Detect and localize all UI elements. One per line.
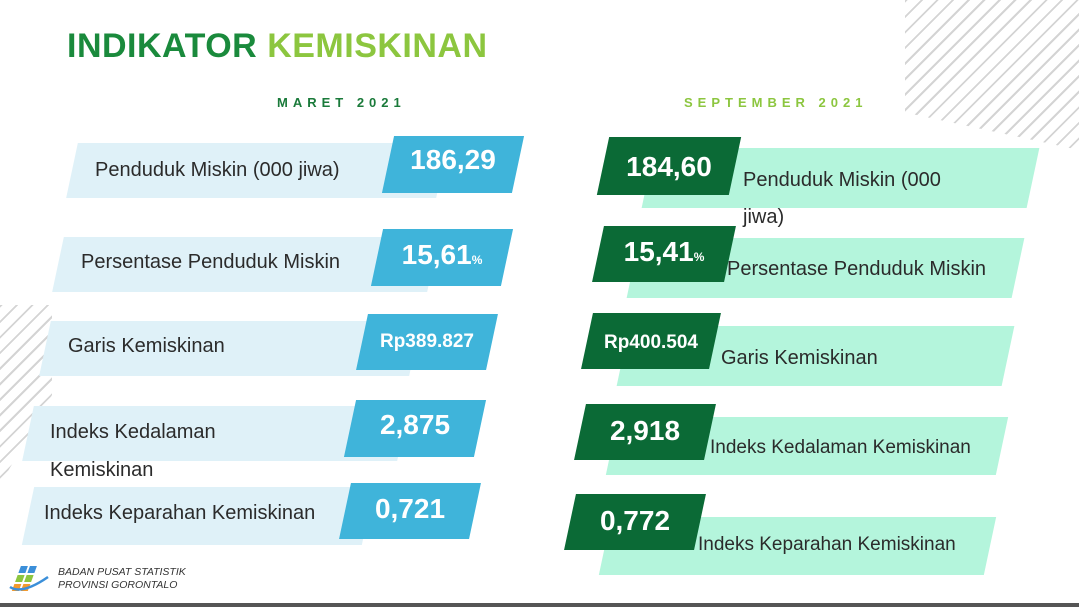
indicator-label-line2: Kemiskinan	[50, 459, 154, 481]
indicator-label: Garis Kemiskinan	[68, 335, 225, 357]
indicator-label-line2: jiwa)	[743, 206, 785, 228]
indicator-label: Indeks Keparahan Kemiskinan	[44, 502, 316, 524]
indicator-label: Garis Kemiskinan	[721, 347, 878, 369]
indicator-value: Rp400.504	[603, 332, 698, 353]
decorative-hatch-top-right	[905, 0, 1079, 150]
organization-name: BADAN PUSAT STATISTIK PROVINSI GORONTALO	[58, 566, 186, 591]
indicator-value: 2,918	[609, 415, 681, 446]
indicator-label: Penduduk Miskin (000	[743, 169, 941, 191]
indicator-value: 15,41%	[623, 236, 705, 267]
indicator-value: 186,29	[410, 144, 496, 175]
page-title: INDIKATOR KEMISKINAN	[67, 27, 488, 65]
right-column-header: SEPTEMBER 2021	[684, 95, 868, 110]
indicator-value: 184,60	[626, 151, 712, 182]
indicator-value: 15,61%	[401, 239, 483, 270]
indicator-label: Indeks Keparahan Kemiskinan	[698, 534, 956, 555]
indicator-label: Indeks Kedalaman Kemiskinan	[710, 437, 971, 458]
indicator-label: Penduduk Miskin (000 jiwa)	[95, 159, 340, 181]
indicator-value: 0,721	[374, 493, 446, 524]
indicator-value: 2,875	[379, 409, 451, 440]
bottom-divider	[0, 603, 1079, 607]
indicator-label: Indeks Kedalaman	[50, 421, 216, 443]
left-column-header: MARET 2021	[277, 95, 406, 110]
bps-logo-icon	[9, 566, 49, 591]
indicator-label: Persentase Penduduk Miskin	[727, 258, 987, 280]
indicator-value: Rp389.827	[379, 331, 474, 352]
indicator-value: 0,772	[599, 505, 671, 536]
indicator-label: Persentase Penduduk Miskin	[81, 251, 341, 273]
